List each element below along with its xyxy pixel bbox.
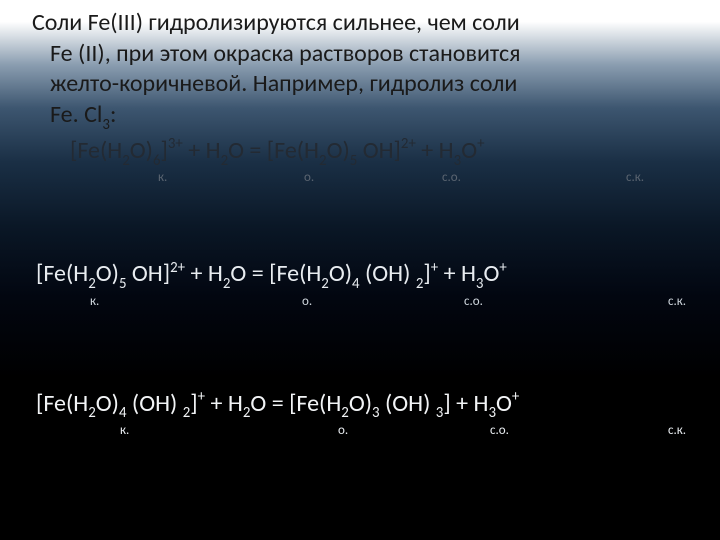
label-o: о. — [304, 170, 314, 185]
label-so: с.о. — [464, 294, 483, 309]
labels-row-2: к. о. с.о. с.к. — [32, 294, 702, 312]
label-so: с.о. — [490, 423, 509, 438]
eq1-sup: 2+ — [401, 134, 416, 152]
eq2-t: O) — [96, 259, 119, 288]
equation-3: [Fe(H2O)4 (OH) 2]+ + H2O = [Fe(H2O)3 (OH… — [32, 388, 702, 421]
label-sk: с.к. — [668, 423, 686, 438]
label-sk: с.к. — [626, 170, 644, 185]
eq1-t: [Fe(H — [70, 136, 122, 165]
eq2-sup: + — [431, 258, 438, 276]
eq3-sup: + — [512, 387, 519, 405]
eq2-t: (OH) — [360, 259, 416, 288]
label-sk: с.к. — [668, 294, 686, 309]
eq1-t: ] — [160, 136, 167, 165]
eq3-t: O — [496, 389, 512, 418]
eq2-t: O — [483, 259, 499, 288]
eq3-t: ] — [190, 389, 197, 418]
eq3-t: O) — [96, 389, 119, 418]
eq1-s: 2 — [319, 151, 327, 169]
eq2-sup: 2+ — [170, 258, 185, 276]
eq1-s: 3 — [454, 151, 462, 169]
eq3-t: (OH) — [380, 389, 436, 418]
intro-line4-post: : — [110, 100, 116, 129]
eq2-s: 2 — [88, 274, 96, 292]
eq2-s: 3 — [476, 274, 484, 292]
eq3-t: + H — [205, 389, 243, 418]
label-k: к. — [90, 294, 99, 309]
intro-paragraph: Соли Fe(III) гидролизируются сильнее, че… — [50, 8, 702, 133]
eq2-t: O = [Fe(H — [230, 259, 321, 288]
slide: Соли Fe(III) гидролизируются сильнее, че… — [0, 0, 720, 540]
eq2-t: [Fe(H — [36, 259, 88, 288]
eq2-s: 4 — [352, 274, 360, 292]
eq3-s: 4 — [119, 403, 127, 421]
eq2-t: O) — [329, 259, 352, 288]
labels-row-1: к. о. с.о. с.к. — [32, 170, 702, 188]
eq2-sup: + — [499, 258, 506, 276]
intro-line4-pre: Fe. Cl — [50, 100, 102, 129]
eq1-t: O = [Fe(H — [228, 136, 319, 165]
label-o: о. — [338, 423, 348, 438]
eq3-t: ] + H — [443, 389, 488, 418]
eq1-t: + H — [416, 136, 454, 165]
eq1-s: 6 — [153, 151, 161, 169]
labels-row-3: к. о. с.о. с.к. — [32, 423, 702, 441]
eq1-sup: 3+ — [168, 134, 183, 152]
eq2-t: ] — [423, 259, 430, 288]
label-k: к. — [158, 170, 167, 185]
eq2-s: 5 — [119, 274, 127, 292]
eq3-t: O = [Fe(H — [250, 389, 341, 418]
eq3-sup: + — [198, 387, 205, 405]
eq1-t: O) — [327, 136, 350, 165]
eq3-s: 3 — [372, 403, 380, 421]
eq1-sup: + — [477, 134, 484, 152]
eq1-t: OH] — [357, 136, 401, 165]
eq3-t: O) — [349, 389, 372, 418]
eq1-s: 2 — [122, 151, 130, 169]
intro-line1: Соли Fe(III) гидролизируются сильнее, че… — [32, 8, 520, 37]
label-so: с.о. — [442, 170, 461, 185]
eq3-s: 2 — [341, 403, 349, 421]
eq2-s: 2 — [321, 274, 329, 292]
eq1-s: 2 — [221, 151, 229, 169]
eq2-t: + H — [185, 259, 223, 288]
intro-line2: Fe (II), при этом окраска растворов стан… — [50, 39, 521, 68]
intro-line3: желто-коричневой. Например, гидролиз сол… — [50, 69, 517, 98]
eq2-s: 2 — [416, 274, 424, 292]
eq1-t: O) — [130, 136, 153, 165]
eq3-s: 2 — [88, 403, 96, 421]
eq3-s: 3 — [488, 403, 496, 421]
eq1-s: 5 — [350, 151, 358, 169]
eq3-s: 2 — [243, 403, 251, 421]
intro-line4-sub: 3 — [102, 115, 110, 133]
label-o: о. — [302, 294, 312, 309]
eq2-t: OH] — [126, 259, 170, 288]
eq2-s: 2 — [223, 274, 231, 292]
equation-1: [Fe(H2O)6]3+ + H2O = [Fe(H2O)5 OH]2+ + H… — [32, 135, 702, 168]
eq3-t: [Fe(H — [36, 389, 88, 418]
eq1-t: + H — [183, 136, 221, 165]
eq3-s: 2 — [183, 403, 191, 421]
equation-2: [Fe(H2O)5 OH]2+ + H2O = [Fe(H2O)4 (OH) 2… — [32, 258, 702, 291]
eq2-t: + H — [438, 259, 476, 288]
eq1-t: O — [461, 136, 477, 165]
label-k: к. — [120, 423, 129, 438]
eq3-s: 3 — [436, 403, 444, 421]
eq3-t: (OH) — [126, 389, 182, 418]
